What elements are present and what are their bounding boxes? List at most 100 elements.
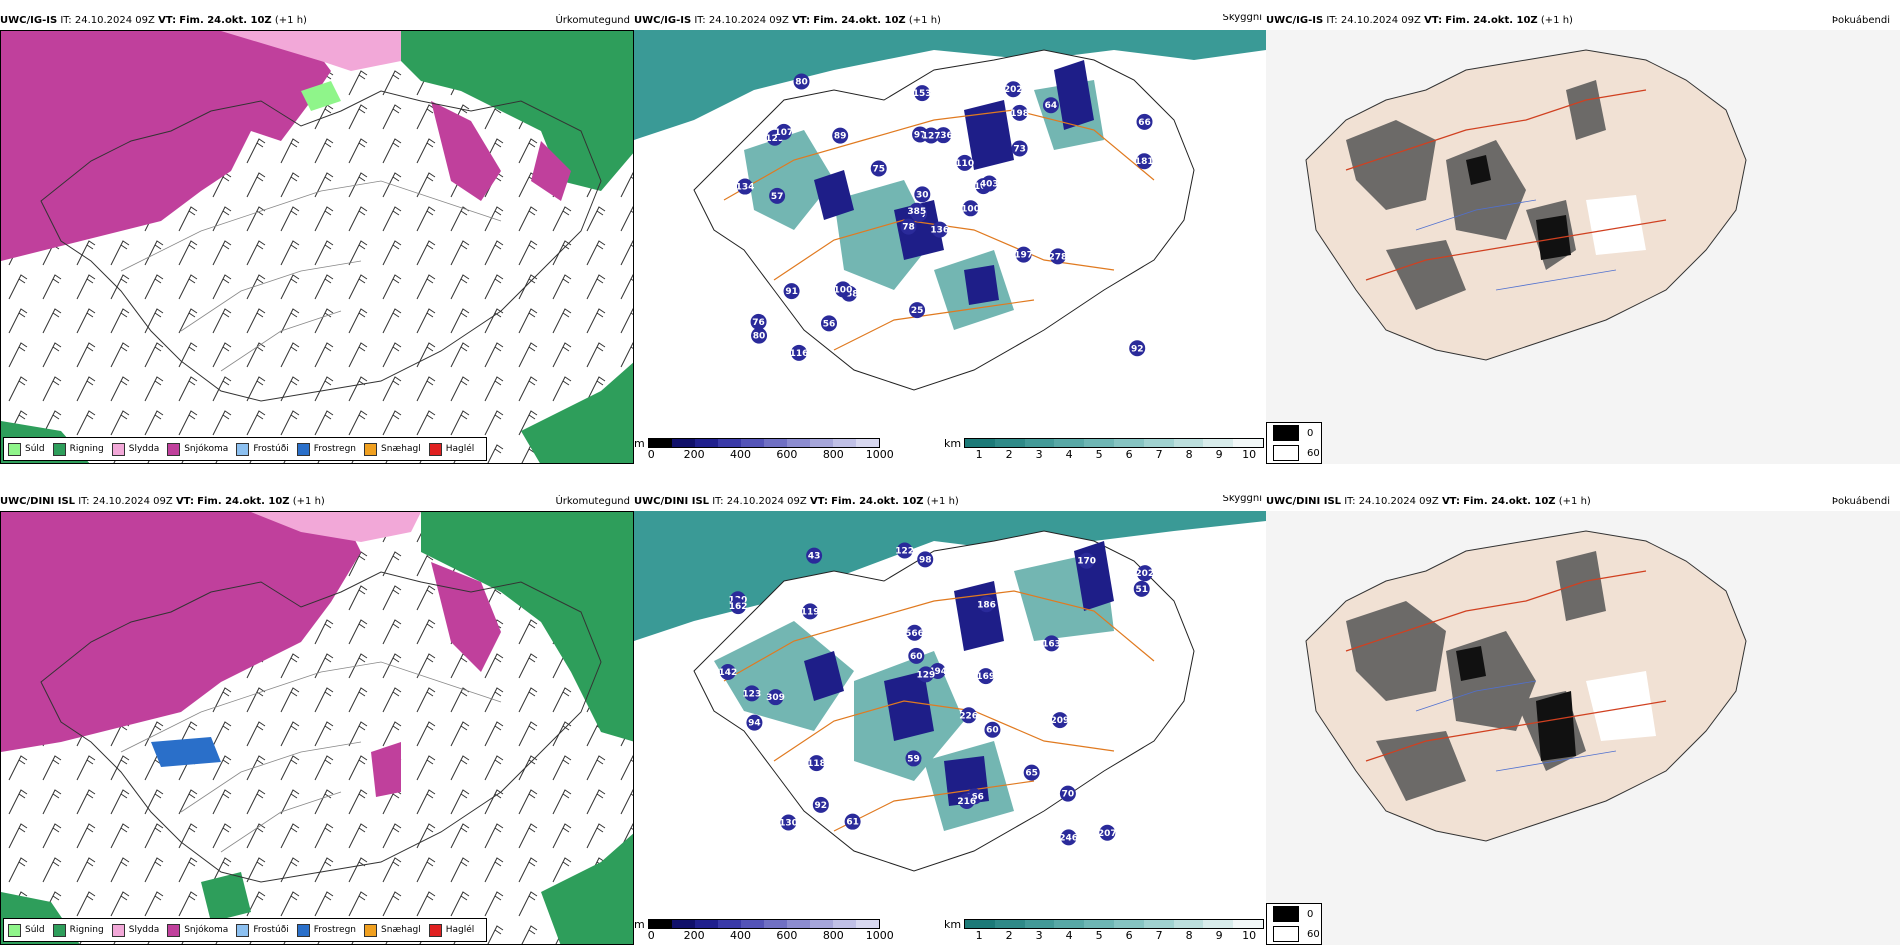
ceiling-visibility-map: 142 98 163 202 130 207 309 186 566 170 494 209 122 16…	[634, 511, 1266, 917]
colorbar-cell	[1114, 920, 1144, 928]
precip-map-svg	[1, 512, 633, 944]
valid-time: Fim. 24.okt. 10Z	[831, 496, 924, 507]
valid-label: VT:	[1441, 496, 1460, 507]
precip-type-legend: Súld Rigning Slydda Snjókoma Frostúði Frostre…	[3, 437, 488, 461]
lead-time: (+1 h)	[908, 15, 941, 26]
legend-swatch	[111, 923, 125, 937]
roads	[120, 661, 502, 853]
colorbar-cell	[965, 920, 995, 928]
init-time: 24.10.2024 09Z	[708, 15, 789, 26]
ceiling-point-value: 100	[961, 204, 980, 214]
fog-legend-value: 0	[1307, 908, 1314, 920]
field-name: Skyggni	[1222, 14, 1262, 23]
colorbar-tick: 4	[1065, 448, 1073, 461]
colorbar-tick: 10	[1242, 929, 1257, 942]
ceiling-point-value: 110	[955, 159, 974, 169]
ceiling-point-value: 226	[959, 711, 978, 721]
colorbar-tick: 5	[1095, 448, 1103, 461]
ceiling-point-marker	[1015, 246, 1032, 263]
fog-index-legend: 0 60	[1266, 422, 1322, 464]
ceiling-point-value: 119	[801, 607, 820, 617]
ceiling-point-marker	[984, 721, 1001, 738]
valid-label: VT:	[792, 15, 811, 26]
colorbar-cell	[1173, 439, 1204, 447]
colorbar-cell	[832, 439, 856, 447]
colorbar-unit: m	[634, 918, 645, 931]
ceiling-point-value: 278	[1049, 252, 1068, 262]
sleet-region	[221, 31, 421, 71]
ceiling-point-marker	[958, 792, 975, 809]
low-ceiling-cells	[814, 60, 1094, 305]
ceiling-point-value: 92	[1131, 344, 1144, 354]
ceiling-point-marker	[908, 202, 925, 219]
ceiling-point-marker	[900, 218, 917, 235]
init-label: IT:	[712, 496, 724, 507]
field-name: Þokuábendi	[1831, 496, 1890, 507]
fog-map-svg	[1266, 511, 1900, 945]
ceiling-point-marker	[1051, 712, 1068, 729]
colorbar-unit: km	[944, 918, 962, 931]
precip-map-svg	[1, 31, 633, 463]
ceiling-point-value: 127	[922, 131, 941, 141]
fog-black-core	[1466, 155, 1571, 260]
colorbar-tick: 1	[975, 448, 983, 461]
legend-item: Slydda	[111, 442, 159, 456]
colorbar-cell	[855, 439, 879, 447]
field-name: Úrkomutegund	[555, 496, 630, 507]
ceiling-point-marker	[962, 200, 979, 217]
fog-legend-value: 60	[1307, 928, 1320, 940]
ceiling-point-value: 163	[1042, 639, 1061, 649]
ceiling-point-value: 216	[957, 797, 976, 807]
ceiling-point-marker	[917, 666, 934, 683]
colorbar-cell	[809, 920, 833, 928]
ceiling-point-marker	[1136, 113, 1153, 130]
ceiling-point-marker	[909, 302, 926, 319]
fog-index-map	[1266, 30, 1900, 464]
ceiling-point-marker	[977, 668, 994, 685]
model-name: UWC/IG-IS	[634, 15, 692, 26]
model-name: UWC/DINI ISL	[1266, 496, 1342, 507]
ceiling-point-marker	[1129, 340, 1146, 357]
ceiling-point-value: 78	[902, 223, 915, 233]
roads-orange	[723, 590, 1155, 832]
rain-region-north	[421, 512, 633, 742]
ceiling-point-value: 25	[911, 306, 924, 316]
ceiling-point-value: 118	[807, 759, 826, 769]
colorbar-tick: 5	[1095, 929, 1103, 942]
model-name: UWC/DINI ISL	[634, 496, 710, 507]
legend-item: Frostúði	[236, 923, 289, 937]
legend-item: Frostregn	[296, 442, 356, 456]
legend-item: Rigning	[52, 923, 104, 937]
colorbar-tick: 2	[1005, 929, 1013, 942]
colorbar-tick: 0	[647, 929, 655, 942]
ceiling-point-marker	[1078, 552, 1095, 569]
colorbar-cell	[965, 439, 995, 447]
ceiling-point-marker	[793, 73, 810, 90]
ceiling-point-value: 89	[834, 132, 847, 142]
legend-swatch	[236, 923, 250, 937]
fog-legend-swatch	[1273, 906, 1299, 922]
precip-type-map: Súld Rigning Slydda Snjókoma Frostúði Frostre…	[0, 30, 634, 464]
colorbar-cell	[1203, 439, 1234, 447]
lead-time: (+1 h)	[274, 15, 307, 26]
rivers-blue	[1415, 680, 1617, 772]
ceiling-point-marker	[905, 750, 922, 767]
ceiling-point-labels: 1361299476109158202236198100809257667873…	[736, 73, 1154, 361]
colorbar-cell	[1203, 920, 1234, 928]
ceiling-point-marker	[1023, 764, 1040, 781]
ceiling-point-value: 116	[790, 349, 809, 359]
legend-swatch	[8, 442, 21, 456]
ceiling-point-value: 566	[905, 629, 924, 639]
ceiling-point-value: 494	[928, 667, 947, 677]
iceland-coastline	[40, 571, 602, 883]
iceland-coastline	[40, 90, 602, 402]
panel-header: UWC/DINI ISL IT: 24.10.2024 09Z VT: Fim.…	[1266, 495, 1900, 511]
ceiling-point-marker	[736, 178, 753, 195]
ceiling-point-marker	[908, 647, 925, 664]
legend-swatch	[111, 442, 125, 456]
row1-fog-panel: UWC/IG-IS IT: 24.10.2024 09Z VT: Fim. 24…	[1266, 14, 1900, 464]
ceiling-point-value: 59	[907, 754, 920, 764]
row2-fog-panel: UWC/DINI ISL IT: 24.10.2024 09Z VT: Fim.…	[1266, 495, 1900, 945]
model-name: UWC/DINI ISL	[0, 496, 76, 507]
row2-precip-panel: UWC/DINI ISL IT: 24.10.2024 09Z VT: Fim.…	[0, 495, 634, 945]
